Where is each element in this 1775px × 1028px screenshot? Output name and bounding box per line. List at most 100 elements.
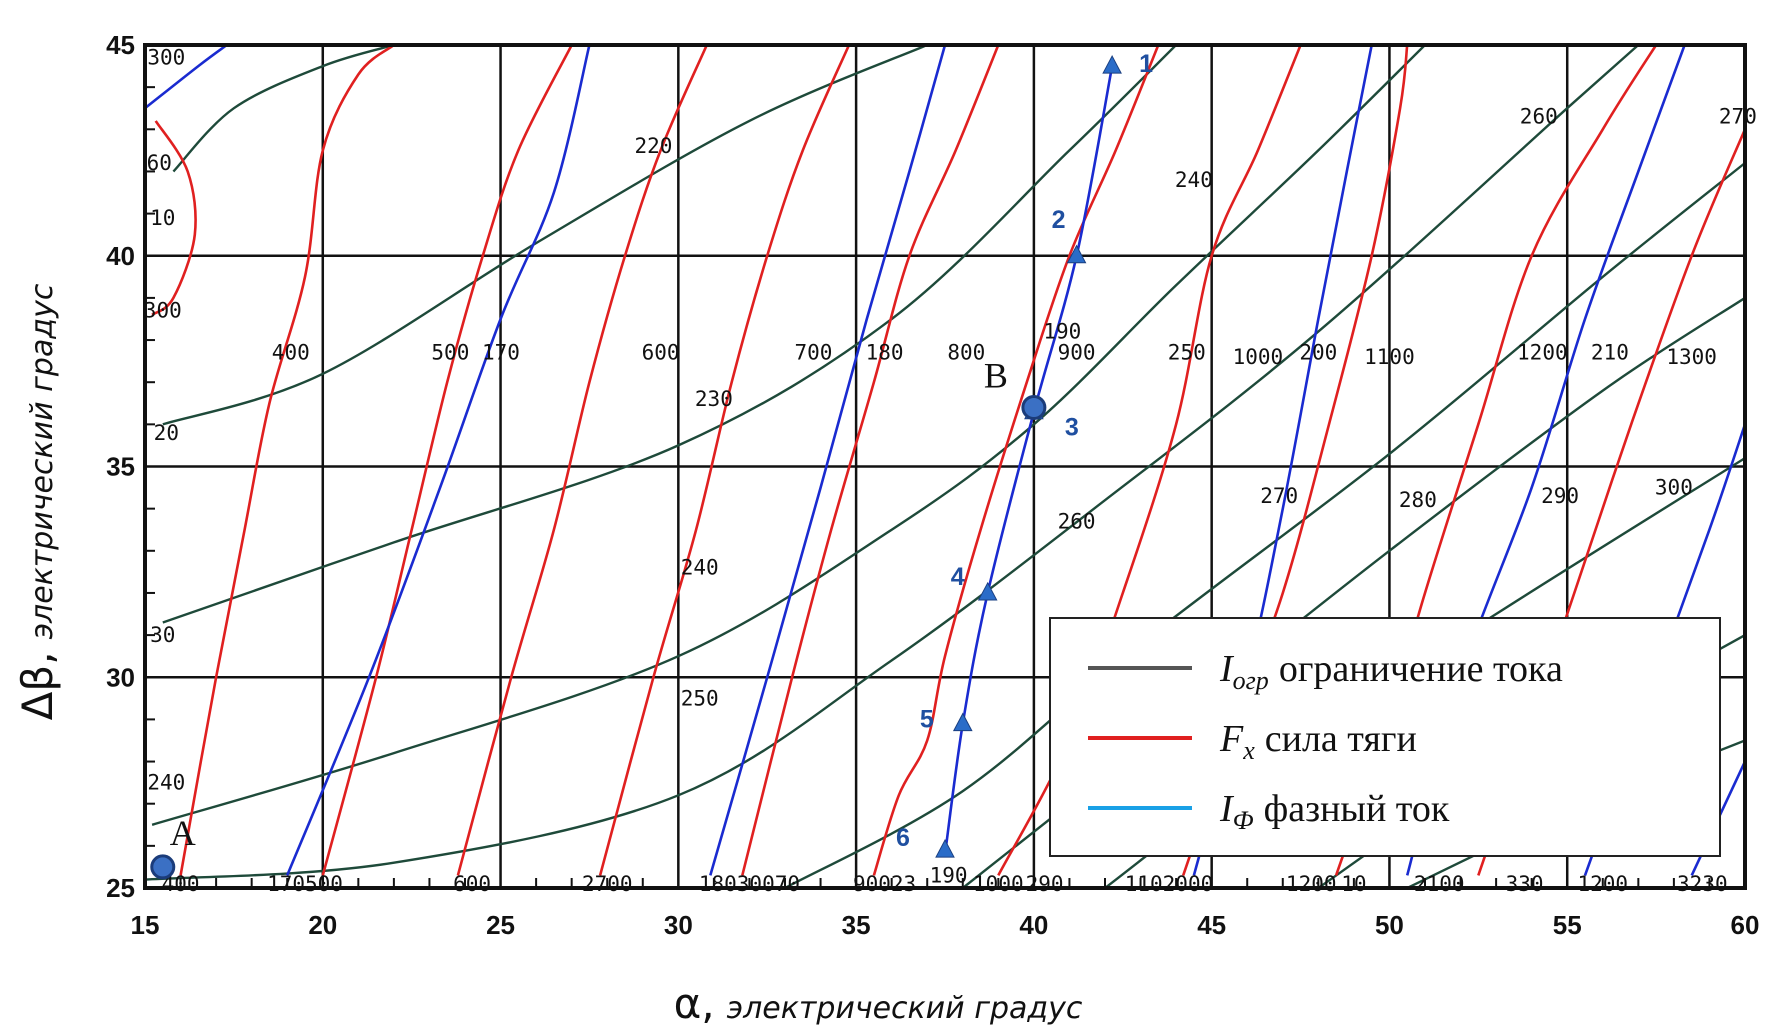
- phase-current-contour-160: [145, 45, 228, 110]
- sequence-label-1: 1: [1139, 50, 1153, 78]
- contour-label-32: 250: [681, 686, 719, 710]
- sequence-label-3: 3: [1065, 414, 1079, 442]
- contour-label-9: 800: [947, 341, 985, 365]
- current-limit-contour-0: [151, 45, 1426, 826]
- y-tick-label-30: 30: [106, 662, 135, 692]
- sequence-label-6: 6: [896, 824, 910, 852]
- x-tick-label-35: 35: [842, 910, 871, 940]
- x-tick-label-40: 40: [1019, 910, 1048, 940]
- current-limit-contour-5: [784, 162, 1745, 888]
- x-tick-label-25: 25: [486, 910, 515, 940]
- contour-label-35: 170500: [267, 872, 343, 896]
- legend-entry-2: IФ фазный ток: [1219, 788, 1450, 835]
- sequence-label-4: 4: [951, 563, 965, 591]
- sequence-label-2: 2: [1052, 206, 1066, 234]
- traction-force-contour-700: [598, 45, 851, 876]
- contour-label-40: 190: [930, 863, 968, 887]
- legend-subscript-0: огр: [1233, 666, 1269, 695]
- traction-force-contours: [151, 45, 1745, 877]
- x-axis-symbol: α,: [674, 979, 715, 1028]
- x-tick-label-30: 30: [664, 910, 693, 940]
- contour-label-30: 240: [681, 556, 719, 580]
- y-tick-label-45: 45: [106, 30, 135, 60]
- legend-symbol-1: F: [1219, 718, 1244, 760]
- y-axis-label: Δβ, электрический градус: [13, 283, 62, 720]
- x-axis-text: электрический градус: [727, 991, 1083, 1026]
- legend-entry-0: Iогр ограничение тока: [1219, 648, 1563, 695]
- legend-text-1: сила тяги: [1265, 718, 1417, 760]
- contour-label-19: 220: [634, 134, 672, 158]
- x-tick-label-55: 55: [1553, 910, 1582, 940]
- x-tick-label-45: 45: [1197, 910, 1226, 940]
- sequence-marker-4: [977, 581, 998, 601]
- point-marker-B: [1021, 394, 1047, 420]
- contour-label-33: 240: [147, 771, 185, 795]
- contour-label-17: 210: [1591, 341, 1629, 365]
- x-tick-label-50: 50: [1375, 910, 1404, 940]
- contour-label-22: 270: [1719, 105, 1757, 129]
- legend-entry-1: Fx сила тяги: [1219, 718, 1417, 765]
- contour-label-27: 280: [1399, 488, 1437, 512]
- x-tick-label-60: 60: [1731, 910, 1760, 940]
- current-limit-contour-4: [145, 45, 1640, 881]
- current-limit-contour-1: [162, 45, 1177, 624]
- y-axis-ticks: 25 30 35 40 45: [106, 30, 155, 903]
- traction-force-contour-300: [151, 120, 197, 316]
- legend-symbol-0: I: [1219, 648, 1235, 690]
- sequence-marker-1: [1102, 55, 1122, 74]
- traction-force-contour-900: [872, 45, 1160, 876]
- x-tick-label-20: 20: [308, 910, 337, 940]
- x-tick-label-15: 15: [131, 910, 160, 940]
- contour-label-49: 3230: [1677, 872, 1728, 896]
- point-markers: 1 2 3 4 5 6 A B: [150, 50, 1153, 880]
- sequence-marker-2: [1066, 244, 1087, 264]
- contour-label-11: 900: [1058, 341, 1096, 365]
- legend: Iогр ограничение тока Fx сила тяги IФ фазный …: [1049, 617, 1721, 857]
- legend-subscript-2: Ф: [1233, 806, 1254, 835]
- contour-label-43: 1102000: [1125, 872, 1214, 896]
- y-tick-label-40: 40: [106, 241, 135, 271]
- contour-label-23: 230: [695, 387, 733, 411]
- phase-current-contour-170: [285, 45, 591, 876]
- contour-label-18: 1300: [1666, 345, 1717, 369]
- plot-frame: [143, 43, 1747, 890]
- contour-label-0: 300: [147, 46, 185, 70]
- contour-label-13: 1000: [1233, 345, 1284, 369]
- contour-label-16: 1200: [1517, 341, 1568, 365]
- contour-label-15: 1100: [1364, 345, 1415, 369]
- contour-label-39: 90023: [853, 872, 916, 896]
- point-marker-A: [150, 854, 176, 880]
- contour-label-4: 400: [272, 341, 310, 365]
- contour-label-8: 180: [866, 341, 904, 365]
- legend-text-2: фазный ток: [1264, 788, 1450, 830]
- contour-label-46: 2100: [1414, 872, 1465, 896]
- contour-label-20: 240: [1175, 168, 1213, 192]
- contour-label-24: 20: [154, 421, 179, 445]
- sequence-marker-5: [952, 712, 973, 732]
- contour-label-7: 700: [794, 341, 832, 365]
- y-tick-label-25: 25: [106, 873, 135, 903]
- traction-force-contour-500: [321, 45, 573, 876]
- traction-force-contour-800: [741, 45, 1000, 876]
- contour-label-12: 250: [1168, 341, 1206, 365]
- x-axis-ticks: 15 20 25 30 35 40 45 50 55 60: [131, 878, 1760, 940]
- contour-label-6: 600: [642, 341, 680, 365]
- traction-force-contour-400: [179, 45, 395, 876]
- sequence-marker-6: [935, 838, 955, 858]
- legend-subscript-1: x: [1242, 736, 1255, 765]
- contour-label-29: 300: [1655, 476, 1693, 500]
- contour-label-3: 300: [144, 299, 182, 323]
- legend-text-0: ограничение тока: [1279, 648, 1563, 690]
- contour-label-2: 10: [150, 206, 175, 230]
- phase-current-contour-180: [709, 45, 947, 876]
- contour-label-44: 1200: [1286, 872, 1337, 896]
- sequence-label-5: 5: [920, 706, 934, 734]
- y-tick-label-35: 35: [106, 452, 135, 482]
- contour-label-28: 290: [1541, 484, 1579, 508]
- contour-label-25: 260: [1058, 509, 1096, 533]
- contour-label-14: 200: [1299, 341, 1337, 365]
- contour-label-21: 260: [1520, 105, 1558, 129]
- contour-label-36: 600: [453, 872, 491, 896]
